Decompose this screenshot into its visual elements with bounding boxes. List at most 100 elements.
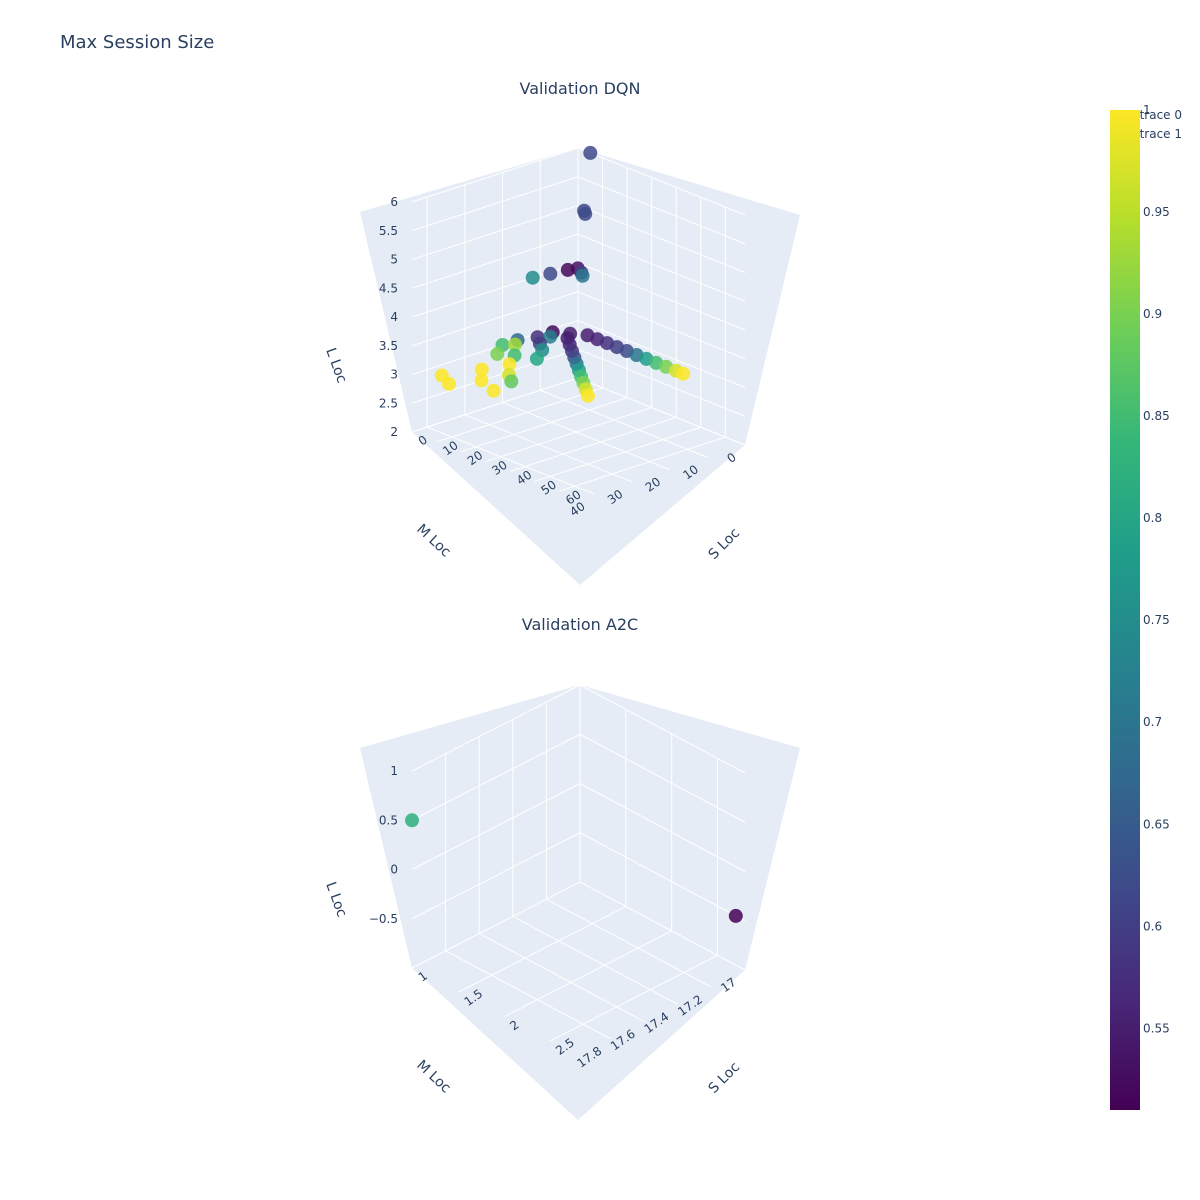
- data-point[interactable]: [508, 337, 522, 352]
- grid-line-y: [546, 898, 712, 988]
- data-point[interactable]: [578, 206, 593, 221]
- data-point[interactable]: [676, 366, 691, 381]
- grid-line-z: [577, 320, 746, 388]
- panel-back-right: [578, 148, 800, 445]
- grid-line-y: [426, 426, 595, 495]
- axis-label-x: S Loc: [706, 1059, 744, 1097]
- panel-floor: [412, 882, 745, 1120]
- data-point[interactable]: [525, 270, 540, 285]
- grid-line-x: [503, 930, 672, 1018]
- tick-label-z: 3.5: [379, 339, 398, 353]
- grid-line-z: [411, 733, 581, 821]
- colorbar: 1 0.95 0.9 0.85 0.8 0.75 0.7 0.65 0.6 0.55: [1110, 103, 1170, 1110]
- points[interactable]: [434, 145, 691, 403]
- data-point[interactable]: [504, 374, 519, 389]
- tick-label-z: 4: [390, 310, 398, 324]
- colorbar-tick-label: 0.95: [1143, 205, 1170, 219]
- scene-title: Validation DQN: [520, 79, 641, 98]
- scene-dqn[interactable]: 0 10 20 30 40 50 6001020304022.533.544.555.56 …: [322, 79, 800, 585]
- grid-line-y: [579, 881, 746, 971]
- grid-line-x: [457, 905, 627, 993]
- colorbar-tick-label: 0.85: [1143, 409, 1170, 423]
- colorbar-tick-label: 0.65: [1143, 817, 1170, 831]
- data-point[interactable]: [560, 262, 575, 277]
- grid-line-z: [579, 733, 746, 823]
- data-point[interactable]: [474, 362, 489, 377]
- grid-line-z: [577, 262, 746, 331]
- axis-label-z: L Loc: [322, 880, 349, 919]
- tick-label-z: 5: [390, 253, 398, 267]
- axis-label-y: M Loc: [413, 1057, 453, 1096]
- grid-line-x: [460, 397, 628, 453]
- tick-label-z: 0: [390, 863, 398, 877]
- data-point[interactable]: [543, 329, 558, 344]
- colorbar-tick-label: 0.9: [1143, 307, 1162, 321]
- grid-line-z: [411, 147, 579, 203]
- legend-item-trace-0[interactable]: trace 0: [1139, 108, 1182, 122]
- grid-line-y: [512, 915, 679, 1005]
- colorbar-tick-label: 0.6: [1143, 919, 1162, 933]
- tick-label-z: 0.5: [379, 813, 398, 827]
- data-point[interactable]: [490, 346, 505, 361]
- grid-line-y: [540, 389, 708, 458]
- grid-line-z: [411, 291, 579, 347]
- colorbar-tick-label: 0.7: [1143, 715, 1162, 729]
- grid-line-x: [534, 426, 701, 482]
- data-point[interactable]: [575, 268, 590, 283]
- grid-lines: [411, 684, 746, 1042]
- tick-label-z: 2.5: [379, 396, 398, 410]
- grid-line-z: [579, 684, 746, 774]
- grid-line-z: [411, 233, 579, 289]
- data-point[interactable]: [583, 145, 598, 160]
- colorbar-tick-label: 0.75: [1143, 613, 1170, 627]
- points[interactable]: [405, 813, 743, 923]
- grid-line-x: [411, 881, 581, 969]
- grid-line-z: [411, 205, 579, 260]
- data-point[interactable]: [581, 388, 595, 403]
- grid-line-y: [464, 414, 633, 483]
- panel-floor: [412, 378, 745, 585]
- tick-label-y: 0: [724, 450, 738, 466]
- tick-label-z: 5.5: [379, 224, 398, 238]
- tick-label-z: 1: [390, 764, 398, 778]
- panel-back-left: [360, 148, 578, 432]
- colorbar-tick-label: 1: [1143, 103, 1151, 117]
- grid-line-x: [510, 416, 677, 472]
- legend-item-trace-1[interactable]: trace 1: [1139, 127, 1182, 141]
- grid-line-z: [577, 348, 746, 417]
- grid-line-z: [579, 783, 746, 872]
- colorbar-ticks: 1 0.95 0.9 0.85 0.8 0.75 0.7 0.65 0.6 0.55: [1143, 103, 1170, 1035]
- grid-line-z: [577, 291, 746, 360]
- data-point[interactable]: [486, 383, 501, 398]
- legend[interactable]: trace 0 trace 1: [1140, 106, 1182, 144]
- figure-title: Max Session Size: [60, 32, 215, 53]
- colorbar-gradient: [1110, 110, 1140, 1110]
- axis-label-z: L Loc: [322, 346, 349, 385]
- data-point[interactable]: [529, 351, 544, 366]
- grid-line-z: [577, 205, 746, 273]
- data-point[interactable]: [434, 368, 449, 383]
- data-point[interactable]: [405, 813, 419, 828]
- grid-line-z: [411, 348, 579, 404]
- grid-line-z: [577, 176, 746, 245]
- data-point[interactable]: [502, 357, 517, 372]
- grid-line-y: [502, 402, 670, 471]
- data-point[interactable]: [474, 373, 489, 388]
- grid-line-z: [577, 233, 746, 302]
- tick-label-z: −0.5: [369, 912, 398, 926]
- axis-label-x: S Loc: [706, 525, 744, 563]
- grid-line-z: [577, 377, 746, 446]
- data-point[interactable]: [728, 908, 743, 923]
- grid-line-y: [478, 933, 645, 1023]
- grid-line-z: [411, 377, 579, 433]
- tick-label-z: 2: [390, 425, 398, 439]
- data-point[interactable]: [543, 266, 558, 281]
- colorbar-tick-label: 0.55: [1143, 1021, 1170, 1035]
- grid-line-x: [436, 387, 603, 443]
- tick-label-z: 3: [390, 368, 398, 382]
- tick-label-z: 4.5: [379, 281, 398, 295]
- grid-line-z: [411, 832, 581, 920]
- grid-line-z: [577, 147, 746, 216]
